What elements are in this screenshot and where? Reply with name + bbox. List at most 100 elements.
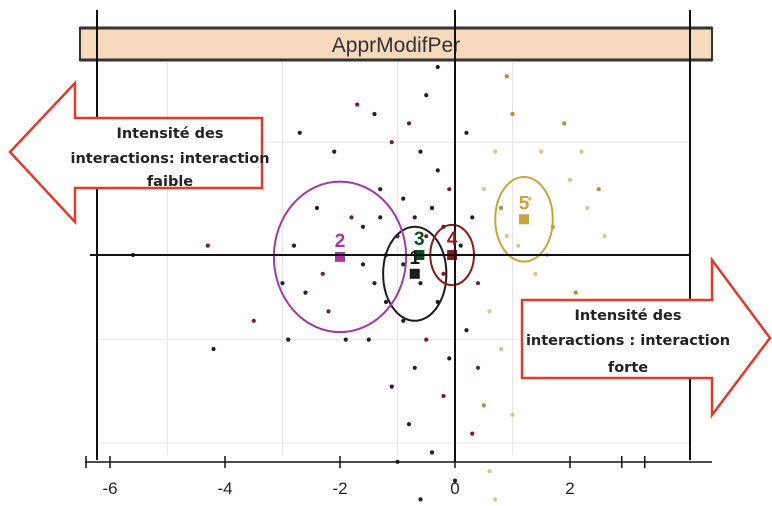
data-point <box>372 281 377 286</box>
data-point <box>320 271 325 276</box>
data-point <box>424 234 429 239</box>
left-callout-line-1: Intensité des <box>116 126 223 142</box>
cluster-label-1: 1 <box>409 248 420 269</box>
data-point <box>435 168 440 173</box>
cluster-ellipse-2 <box>272 180 408 334</box>
data-point <box>504 234 509 239</box>
chart-title: ApprModifPer <box>332 34 460 57</box>
data-point <box>602 234 607 239</box>
data-point <box>251 318 256 323</box>
data-point <box>475 281 481 286</box>
data-point <box>435 64 440 70</box>
right-callout-line-1: Intensité des <box>574 308 681 324</box>
data-point <box>418 281 423 286</box>
right-arrow-shape <box>520 256 772 419</box>
data-point <box>332 149 337 154</box>
data-point <box>291 243 297 248</box>
data-point <box>412 215 417 220</box>
data-point <box>389 384 394 389</box>
data-point <box>303 290 308 295</box>
data-point <box>286 337 291 342</box>
data-point <box>481 403 486 408</box>
data-point <box>447 187 452 192</box>
data-point <box>360 262 366 267</box>
cluster-center-1 <box>409 268 420 279</box>
left-callout: Intensité des interactions: interaction … <box>8 79 270 226</box>
data-point <box>205 243 210 248</box>
data-point <box>510 111 515 117</box>
cluster-label-2: 2 <box>335 231 346 252</box>
data-point <box>389 140 394 145</box>
data-point <box>280 281 285 286</box>
right-callout-line-3: forte <box>608 360 648 376</box>
data-point <box>585 205 590 211</box>
data-point <box>447 356 452 361</box>
data-point <box>211 346 216 352</box>
data-point <box>406 422 412 427</box>
data-point <box>366 337 371 342</box>
data-point <box>360 224 366 229</box>
data-point <box>424 337 429 342</box>
data-point <box>314 205 320 211</box>
data-point <box>297 130 302 135</box>
data-point <box>406 121 412 126</box>
data-point <box>562 121 567 126</box>
data-point <box>343 337 348 342</box>
data-point <box>429 450 435 455</box>
data-point <box>383 299 389 305</box>
data-point <box>498 205 504 211</box>
x-tick-label: 0 <box>450 479 459 498</box>
data-point <box>355 102 360 107</box>
data-point <box>498 346 504 352</box>
data-point <box>504 74 509 79</box>
x-axis: -6 -4 -2 0 2 <box>85 456 712 498</box>
points-layer <box>130 64 607 502</box>
data-point <box>487 469 492 474</box>
cluster-labels: 1 2 3 4 5 <box>335 193 530 269</box>
data-point <box>493 149 498 154</box>
data-point <box>401 262 406 267</box>
data-point <box>475 365 481 370</box>
cluster-label-5: 5 <box>519 193 530 214</box>
data-point <box>493 497 498 502</box>
data-point <box>533 271 538 276</box>
data-point <box>579 149 584 154</box>
data-point <box>527 196 532 201</box>
cluster-ellipse-1 <box>382 225 448 322</box>
data-point <box>378 215 383 220</box>
data-point <box>326 309 331 314</box>
data-point <box>372 111 377 117</box>
x-tick-label: -4 <box>217 479 232 498</box>
data-point <box>464 130 469 135</box>
left-callout-line-3: faible <box>147 174 193 190</box>
data-point <box>539 149 544 154</box>
data-point <box>470 431 475 436</box>
data-point <box>510 412 515 417</box>
data-point <box>470 215 475 220</box>
data-point <box>464 328 469 333</box>
data-point <box>596 187 601 192</box>
x-tick-label: -6 <box>102 479 117 498</box>
data-point <box>567 177 573 182</box>
cluster-center-2 <box>335 251 345 262</box>
data-point <box>441 271 446 276</box>
data-point <box>349 215 354 220</box>
data-point <box>378 187 383 192</box>
data-point <box>401 196 406 201</box>
data-point <box>429 205 435 211</box>
cluster-ellipse-5 <box>494 175 554 263</box>
left-arrow-shape <box>8 79 264 226</box>
data-point <box>452 478 458 483</box>
data-point <box>418 497 423 502</box>
left-callout-line-2: interactions: interaction <box>70 151 269 167</box>
cluster-label-3: 3 <box>414 229 425 250</box>
data-point <box>412 365 417 370</box>
x-tick-label: 2 <box>565 479 574 498</box>
cluster-center-5 <box>519 214 529 225</box>
right-callout-line-2: interactions : interaction <box>526 333 730 349</box>
data-point <box>418 149 423 154</box>
data-point <box>516 243 521 248</box>
data-point <box>573 290 578 295</box>
right-callout: Intensité des interactions : interaction… <box>520 256 772 419</box>
